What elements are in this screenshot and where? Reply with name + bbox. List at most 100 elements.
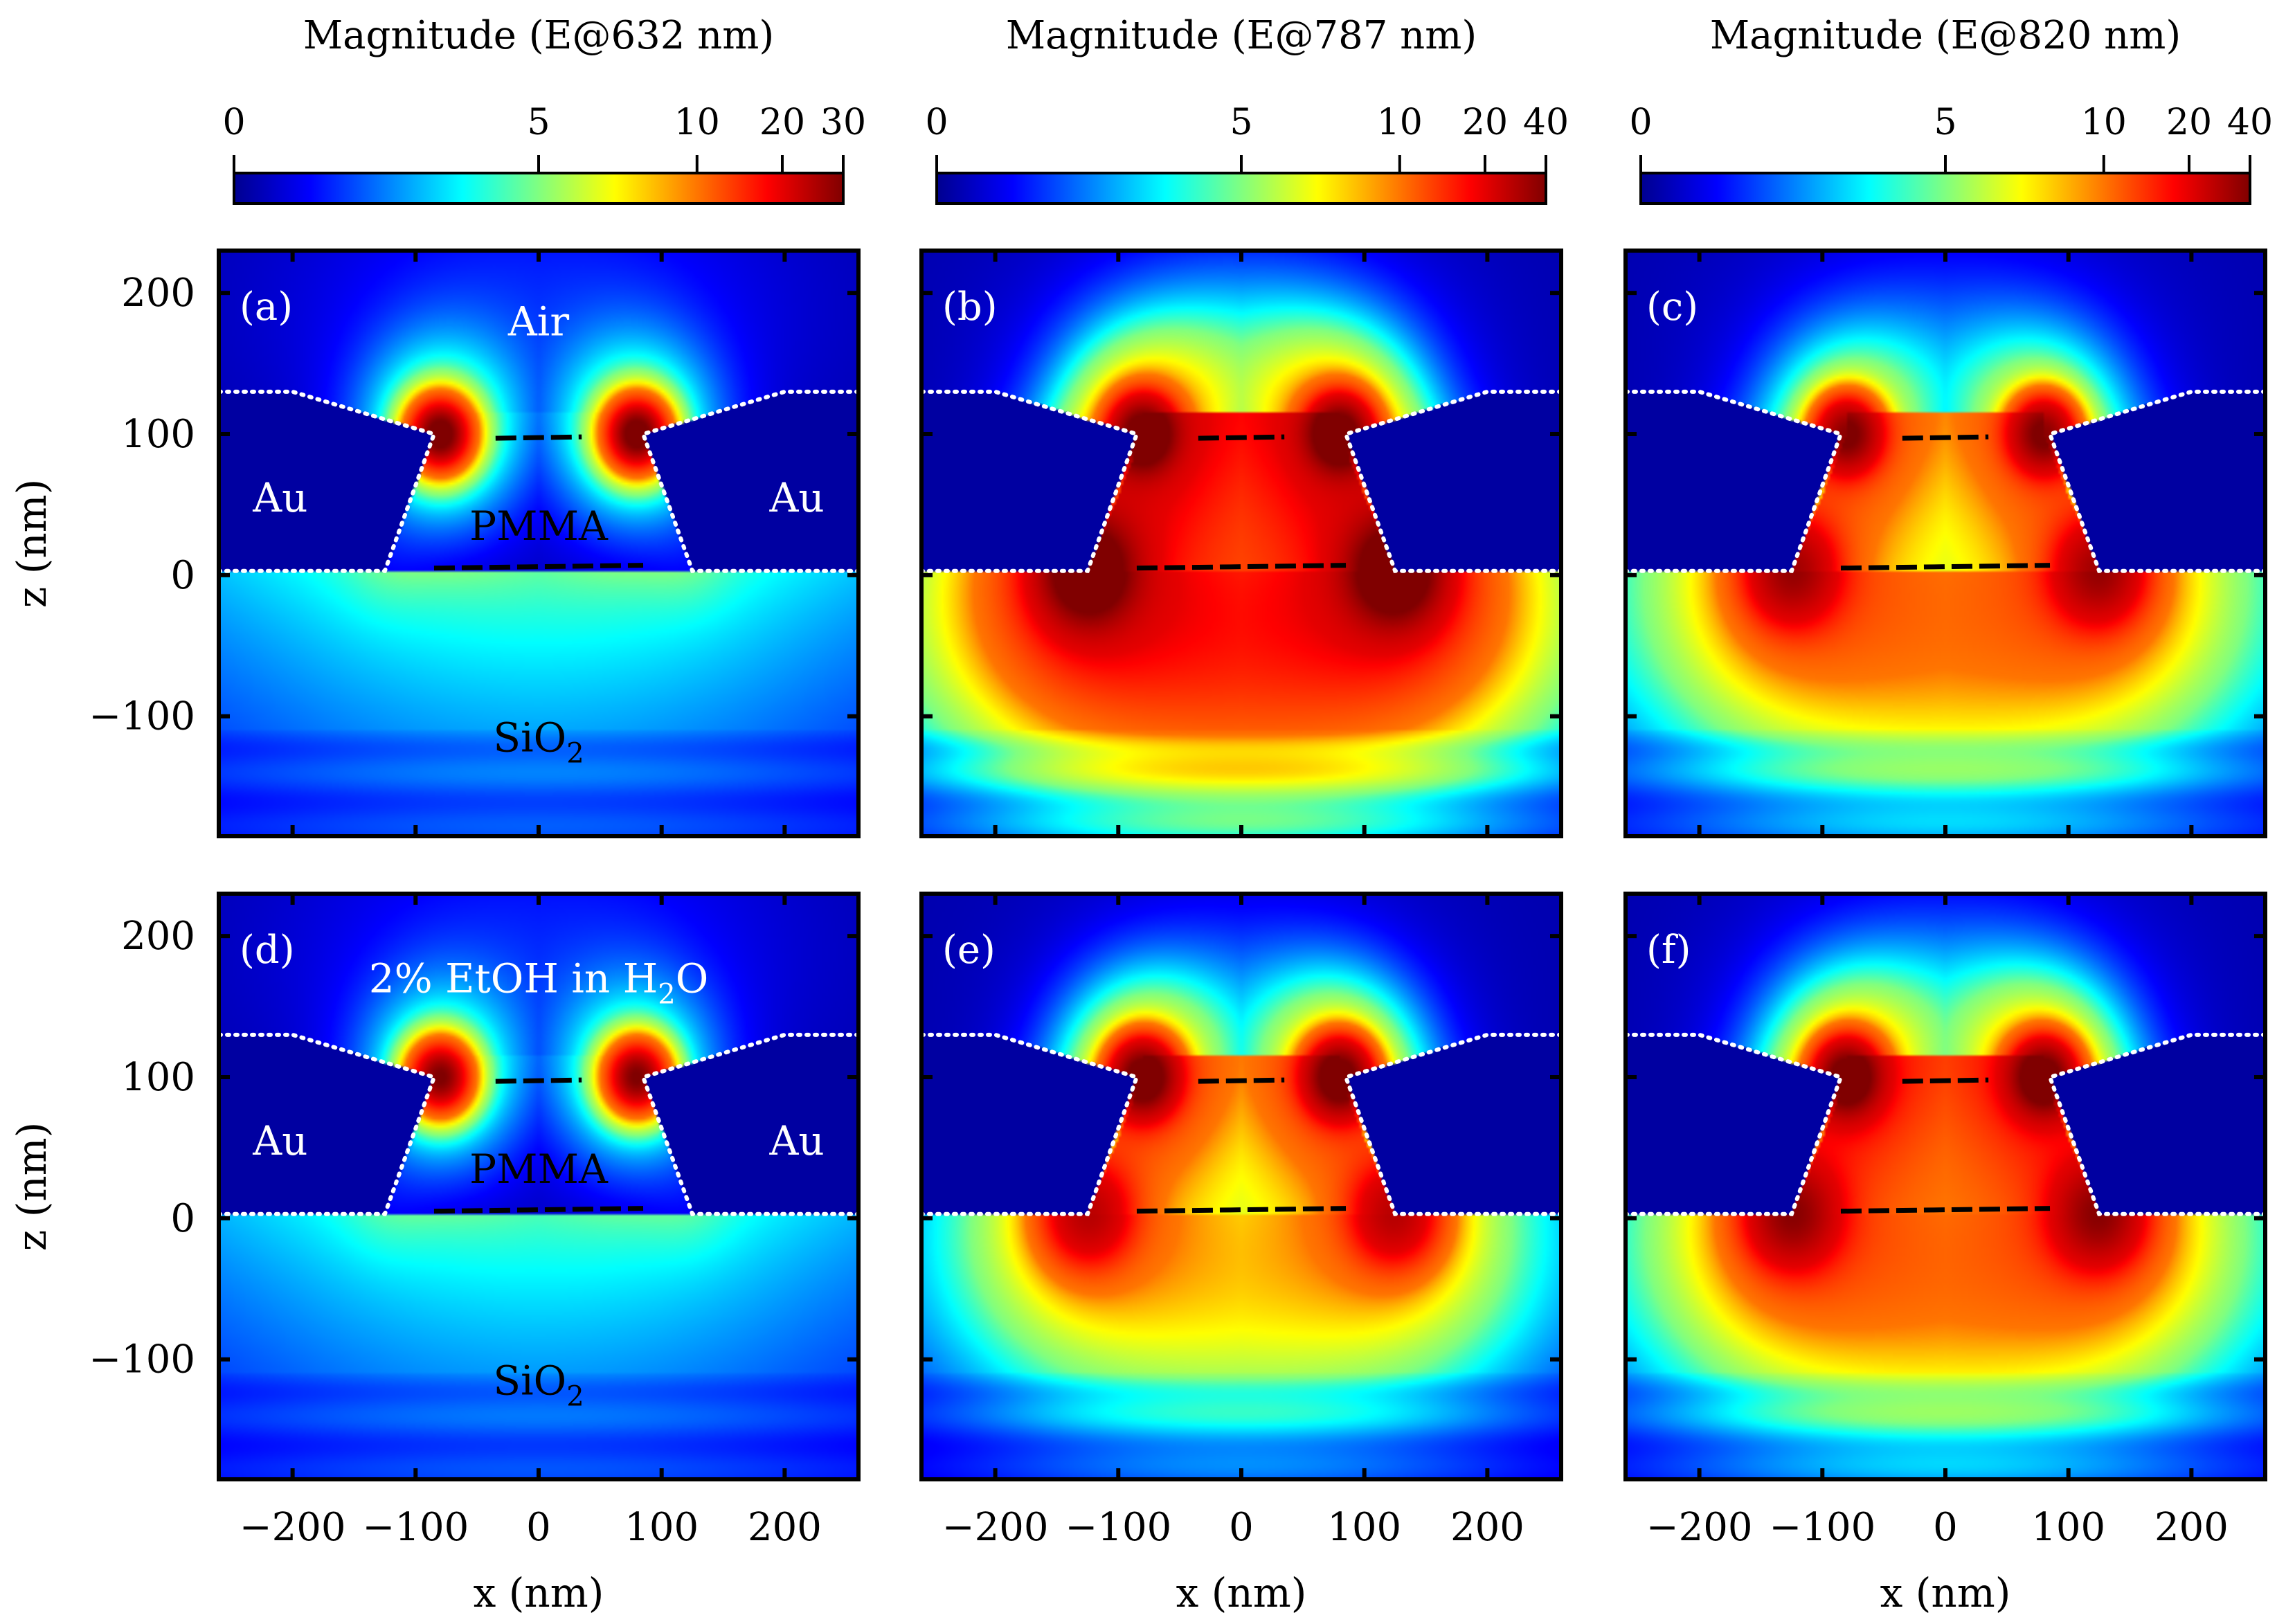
panel-label: (d) <box>240 928 295 973</box>
annotation-label: Au <box>769 1117 825 1164</box>
x-axis-label: x (nm) <box>474 1569 604 1616</box>
au-boundary-right <box>1343 1032 1563 1216</box>
dashed-line-bottom <box>1840 1206 2051 1214</box>
x-tick-label: 0 <box>1933 1505 1958 1550</box>
colorbar-gradient <box>233 172 845 205</box>
annotation-label: Au <box>769 474 825 521</box>
panel-d: (d) 2% EtOH in H2O Au Au PMMA SiO2 −100 0 100 200… <box>8 892 861 1616</box>
au-boundary-right <box>640 1032 861 1216</box>
z-tick-label: −100 <box>89 694 195 739</box>
field-heatmap <box>921 251 1561 836</box>
x-tick-label: 200 <box>1450 1505 1524 1550</box>
colorbar-tick-label: 30 <box>820 102 866 143</box>
colorbar-tick-label: 5 <box>527 102 550 143</box>
panel-label: (f) <box>1646 928 1691 973</box>
colorbar-tick-label: 40 <box>1523 102 1569 143</box>
x-tick-label: −200 <box>240 1505 346 1550</box>
au-boundary-right <box>2047 1032 2267 1216</box>
au-boundary-right <box>2047 389 2267 573</box>
dashed-line-top <box>1902 1077 1989 1084</box>
panel-f: (f) −200 −100 0 100 200 x (nm) <box>1623 892 2267 1616</box>
field-heatmap <box>1626 251 2265 836</box>
dashed-line-top <box>1902 434 1989 441</box>
field-heatmap <box>921 894 1561 1479</box>
x-tick-label: 200 <box>748 1505 822 1550</box>
colorbar-tick-label: 10 <box>2081 102 2127 143</box>
dashed-line-bottom <box>1136 563 1347 571</box>
panel-label: (a) <box>240 285 293 330</box>
colorbar-title: Magnitude (E@820 nm) <box>1710 13 2181 58</box>
z-tick-label: −100 <box>89 1337 195 1382</box>
colorbar-tick-label: 5 <box>1934 102 1956 143</box>
field-heatmap <box>1626 894 2265 1479</box>
au-boundary-right <box>1343 389 1563 573</box>
dashed-line-top <box>1198 1077 1285 1084</box>
x-tick-label: 0 <box>526 1505 551 1550</box>
annotation-label: Au <box>252 1117 307 1164</box>
x-tick-label: 200 <box>2154 1505 2229 1550</box>
colorbar-0: Magnitude (E@632 nm) 0 5 10 20 30 <box>222 13 866 205</box>
au-boundary-left <box>919 389 1140 573</box>
colorbar-tick-label: 20 <box>759 102 805 143</box>
z-tick-label: 200 <box>121 914 195 959</box>
panel-c: (c) <box>1623 249 2267 838</box>
annotation-label: PMMA <box>469 1146 609 1193</box>
au-boundary-left <box>1623 389 1844 573</box>
colorbar-tick-label: 0 <box>1629 102 1652 143</box>
x-tick-label: −100 <box>1769 1505 1875 1550</box>
au-boundary-left <box>1623 1032 1844 1216</box>
panel-label: (b) <box>942 285 998 330</box>
field-heatmap <box>219 251 858 836</box>
au-boundary-left <box>919 1032 1140 1216</box>
z-axis-label: z (nm) <box>8 1122 55 1252</box>
annotation-label: SiO2 <box>493 1357 584 1413</box>
dashed-line-top <box>495 1077 582 1084</box>
colorbar-2: Magnitude (E@820 nm) 0 5 10 20 40 <box>1629 13 2273 205</box>
z-tick-label: 200 <box>121 271 195 316</box>
z-tick-label: 0 <box>170 1196 195 1241</box>
panel-e: (e) −200 −100 0 100 200 x (nm) <box>919 892 1563 1616</box>
colorbar-title: Magnitude (E@787 nm) <box>1006 13 1477 58</box>
x-tick-label: 100 <box>1327 1505 1401 1550</box>
dashed-line-bottom <box>1840 563 2051 571</box>
colorbar-gradient <box>1639 172 2251 205</box>
dashed-line-top <box>495 434 582 441</box>
x-tick-label: 100 <box>624 1505 699 1550</box>
colorbar-tick-label: 10 <box>674 102 720 143</box>
panel-b: (b) <box>919 249 1563 838</box>
colorbar-gradient <box>935 172 1547 205</box>
au-boundary-left <box>217 1032 437 1216</box>
annotation-label: SiO2 <box>493 714 584 770</box>
x-tick-label: −200 <box>942 1505 1049 1550</box>
x-tick-label: 100 <box>2031 1505 2105 1550</box>
annotation-label: 2% EtOH in H2O <box>369 955 709 1011</box>
au-boundary-right <box>640 389 861 573</box>
x-axis-label: x (nm) <box>1176 1569 1307 1616</box>
dashed-line-bottom <box>433 1206 644 1214</box>
dashed-line-bottom <box>433 563 644 571</box>
dashed-line-bottom <box>1136 1206 1347 1214</box>
z-tick-label: 100 <box>121 1055 195 1100</box>
x-axis-label: x (nm) <box>1880 1569 2011 1616</box>
colorbar-tick-label: 40 <box>2227 102 2273 143</box>
z-tick-label: 100 <box>121 412 195 457</box>
colorbar-title: Magnitude (E@632 nm) <box>303 13 774 58</box>
colorbar-tick-label: 5 <box>1230 102 1252 143</box>
field-heatmap <box>219 894 858 1479</box>
x-tick-label: −100 <box>362 1505 469 1550</box>
colorbar-1: Magnitude (E@787 nm) 0 5 10 20 40 <box>925 13 1569 205</box>
dashed-line-top <box>1198 434 1285 441</box>
annotation-label: Air <box>507 298 569 345</box>
z-tick-label: 0 <box>170 553 195 598</box>
colorbar-tick-label: 10 <box>1377 102 1423 143</box>
colorbar-tick-label: 0 <box>222 102 245 143</box>
annotation-label: PMMA <box>469 503 609 550</box>
colorbar-tick-label: 20 <box>2166 102 2212 143</box>
au-boundary-left <box>217 389 437 573</box>
colorbar-tick-label: 0 <box>925 102 948 143</box>
z-axis-label: z (nm) <box>8 479 55 608</box>
x-tick-label: −200 <box>1646 1505 1753 1550</box>
x-tick-label: −100 <box>1065 1505 1171 1550</box>
panel-label: (e) <box>942 928 996 973</box>
